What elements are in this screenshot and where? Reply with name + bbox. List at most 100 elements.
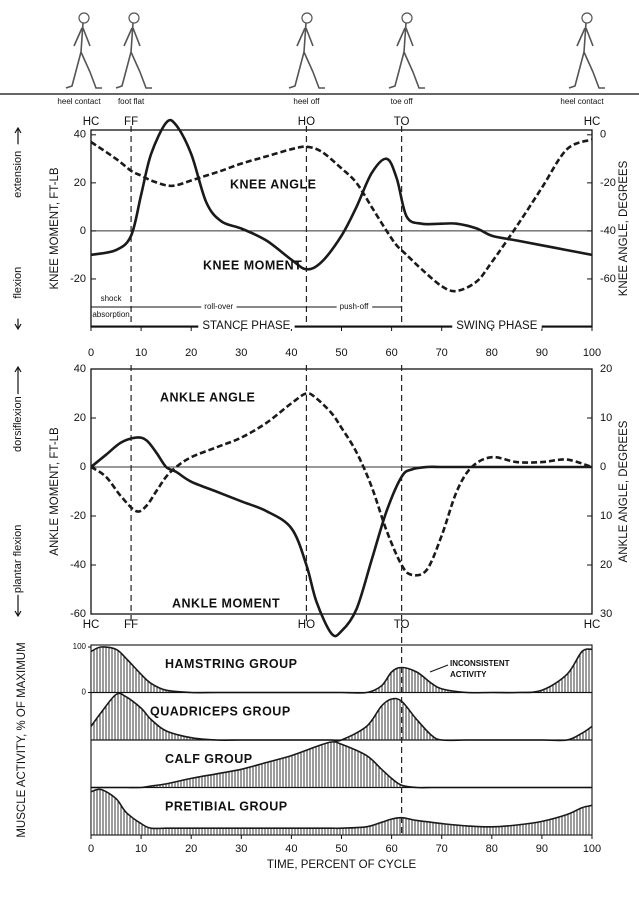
arrow-head <box>14 610 22 618</box>
event-label: HO <box>298 116 315 128</box>
curve-label: ANKLE MOMENT <box>172 596 280 610</box>
y-tick-label: 0 <box>82 688 87 697</box>
y-axis-label: MUSCLE ACTIVITY, % OF MAXIMUM <box>16 642 28 837</box>
event-label: HC <box>83 116 100 128</box>
y-tick-label: 20 <box>74 177 86 189</box>
y2-tick-label: -60 <box>600 273 616 285</box>
x-tick-label: 50 <box>335 843 347 855</box>
event-label: HC <box>584 619 601 631</box>
x-tick-label: 20 <box>185 843 197 855</box>
y2-axis-label: ANKLE ANGLE, DEGREES <box>618 420 630 562</box>
x-tick-label: 90 <box>536 843 548 855</box>
phase-label: shock <box>101 294 123 303</box>
x-tick-label: 70 <box>436 843 448 855</box>
solid-curve <box>90 118 593 271</box>
event-label: FF <box>124 619 138 631</box>
gait-event-name: toe off <box>391 97 414 106</box>
plot-frame <box>90 368 593 615</box>
curve-label: ANKLE ANGLE <box>160 390 255 404</box>
phase-label: push-off <box>340 302 370 311</box>
y2-tick-label: 0 <box>600 129 606 141</box>
x-tick-label: 10 <box>135 843 147 855</box>
y-tick-label: 40 <box>74 363 86 375</box>
dashed-curve <box>90 138 593 293</box>
y2-tick-label: 20 <box>600 559 612 571</box>
x-tick-label: 30 <box>235 347 247 359</box>
x-tick-label: 80 <box>486 347 498 359</box>
y-tick-label: -60 <box>70 608 86 620</box>
event-label: HO <box>298 619 315 631</box>
x-tick-label: 50 <box>335 347 347 359</box>
side-label: dorsiflexion <box>12 396 24 452</box>
x-tick-label: 70 <box>436 347 448 359</box>
arrow-head <box>14 126 22 134</box>
y-tick-label: 100 <box>73 642 87 651</box>
x-tick-label: 90 <box>536 347 548 359</box>
x-tick-label: 0 <box>88 347 94 359</box>
y-tick-label: -40 <box>70 559 86 571</box>
band-label: HAMSTRING GROUP <box>165 657 298 671</box>
x-tick-label: 80 <box>486 843 498 855</box>
x-tick-label: 30 <box>235 843 247 855</box>
event-label: TO <box>394 619 410 631</box>
annotation: INCONSISTENT <box>450 659 510 668</box>
gait-event-name: heel contact <box>57 97 101 106</box>
side-label: flexion <box>12 267 24 299</box>
y-tick-label: 0 <box>80 461 86 473</box>
arrow-head <box>14 323 22 331</box>
walker-figure <box>569 13 605 88</box>
plot-frame <box>90 129 593 328</box>
side-label: plantar flexion <box>12 525 24 594</box>
x-tick-label: 60 <box>385 843 397 855</box>
gait-event-name: heel off <box>293 97 320 106</box>
area-fill <box>91 693 592 742</box>
walker-figure <box>116 13 152 88</box>
event-label: TO <box>394 116 410 128</box>
x-tick-label: 100 <box>583 347 601 359</box>
walker-figure <box>289 13 325 88</box>
y2-axis-label: KNEE ANGLE, DEGREES <box>618 160 630 296</box>
period-label: SWING PHASE <box>456 320 537 332</box>
area-fill <box>91 741 592 788</box>
y2-tick-label: 10 <box>600 510 612 522</box>
side-label: extension <box>12 151 24 198</box>
y2-tick-label: -20 <box>600 177 616 189</box>
x-tick-label: 40 <box>285 347 297 359</box>
x-tick-label: 100 <box>583 843 601 855</box>
y2-tick-label: 30 <box>600 608 612 620</box>
band-label: QUADRICEPS GROUP <box>150 705 291 719</box>
band-label: PRETIBIAL GROUP <box>165 800 288 814</box>
annotation-leader <box>429 664 449 673</box>
y-tick-label: -20 <box>70 510 86 522</box>
y2-tick-label: 20 <box>600 363 612 375</box>
y-axis-label: ANKLE MOMENT, FT-LB <box>49 427 61 556</box>
gait-figures <box>0 13 639 95</box>
x-tick-label: 60 <box>385 347 397 359</box>
phase-label: roll-over <box>204 302 233 311</box>
label-bg <box>198 323 295 329</box>
dashed-curve <box>90 392 593 577</box>
gait-event-name: foot flat <box>118 97 145 106</box>
area-outline <box>90 788 593 830</box>
area-fill <box>91 646 592 693</box>
phase-label: absorption <box>92 310 129 319</box>
y-tick-label: 40 <box>74 129 86 141</box>
walker-figure <box>389 13 425 88</box>
curve-label: KNEE MOMENT <box>203 258 302 272</box>
x-tick-label: 40 <box>285 843 297 855</box>
annotation: ACTIVITY <box>450 670 487 679</box>
event-label: HC <box>584 116 601 128</box>
x-axis-label: TIME, PERCENT OF CYCLE <box>267 859 417 871</box>
y-tick-label: 20 <box>74 412 86 424</box>
area-fill <box>91 789 592 835</box>
x-tick-label: 0 <box>88 843 94 855</box>
gait-event-name: heel contact <box>560 97 604 106</box>
period-label: STANCE PHASE <box>202 320 290 332</box>
y2-tick-label: -40 <box>600 225 616 237</box>
label-bg <box>201 305 237 309</box>
walker-figure <box>66 13 102 88</box>
band-label: CALF GROUP <box>165 752 253 766</box>
